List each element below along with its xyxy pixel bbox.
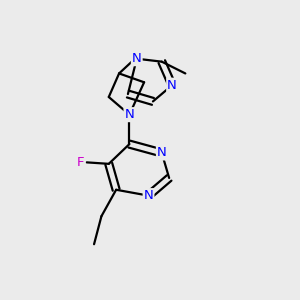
- Text: N: N: [132, 52, 142, 65]
- Text: F: F: [77, 156, 85, 169]
- Text: N: N: [124, 108, 134, 121]
- Text: N: N: [157, 146, 167, 159]
- Text: N: N: [167, 79, 177, 92]
- Text: N: N: [144, 189, 153, 202]
